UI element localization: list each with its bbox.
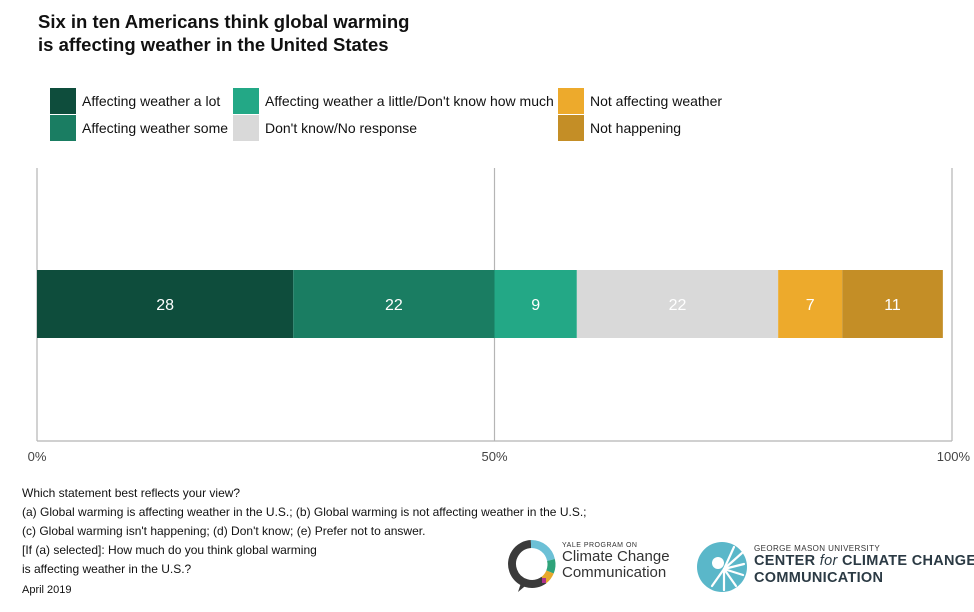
data-label: 9 xyxy=(531,297,540,314)
legend-swatch-affecting-some xyxy=(50,115,76,141)
legend-item-not-happening: Not happening xyxy=(558,115,681,141)
title-line-2: is affecting weather in the United State… xyxy=(38,34,389,55)
yale-small-text: YALE PROGRAM ON xyxy=(562,542,638,549)
title-line-1: Six in ten Americans think global warmin… xyxy=(38,11,410,32)
legend-swatch-dont-know xyxy=(233,115,259,141)
data-label: 28 xyxy=(156,297,174,314)
legend-swatch-not-affecting xyxy=(558,88,584,114)
question-line: (c) Global warming isn't happening; (d) … xyxy=(22,524,426,538)
x-tick-label: 100% xyxy=(937,449,971,464)
yale-speech-bubble-icon xyxy=(508,540,556,592)
stacked-bar-chart: 28 22 9 22 7 11 0% 50% 100% xyxy=(28,168,971,464)
gmu-line-1: CENTER for CLIMATE CHANGE xyxy=(754,553,974,569)
legend-label-affecting-a-little: Affecting weather a little/Don't know ho… xyxy=(265,93,554,109)
legend-item-affecting-a-lot: Affecting weather a lot xyxy=(50,88,220,114)
data-label: 11 xyxy=(884,297,901,314)
legend-swatch-not-happening xyxy=(558,115,584,141)
gmu-small-text: GEORGE MASON UNIVERSITY xyxy=(754,544,881,553)
legend-swatch-affecting-a-little xyxy=(233,88,259,114)
question-line: (a) Global warming is affecting weather … xyxy=(22,505,587,519)
legend-item-affecting-a-little: Affecting weather a little/Don't know ho… xyxy=(233,88,554,114)
gmu-radial-icon xyxy=(697,542,747,592)
legend-label-not-affecting: Not affecting weather xyxy=(590,93,723,109)
x-tick-label: 50% xyxy=(481,449,507,464)
bar-segment xyxy=(293,270,495,338)
survey-date: April 2019 xyxy=(22,584,72,596)
bar-segment xyxy=(778,270,843,338)
bar-segment xyxy=(576,270,779,338)
gmu-center-logo: GEORGE MASON UNIVERSITY CENTER for CLIMA… xyxy=(694,538,974,596)
legend-swatch-affecting-a-lot xyxy=(50,88,76,114)
legend-label-dont-know: Don't know/No response xyxy=(265,120,418,136)
bar-segment xyxy=(37,270,294,338)
yale-line-2: Communication xyxy=(562,564,667,581)
yale-line-1: Climate Change xyxy=(562,548,670,565)
data-label: 22 xyxy=(669,297,687,314)
data-label: 7 xyxy=(806,297,815,314)
question-line: Which statement best reflects your view? xyxy=(22,486,241,500)
legend-item-affecting-some: Affecting weather some xyxy=(50,115,228,141)
legend-label-affecting-a-lot: Affecting weather a lot xyxy=(82,93,221,109)
bar-segment xyxy=(494,270,577,338)
question-line: [If (a) selected]: How much do you think… xyxy=(22,543,317,557)
bar-segment xyxy=(842,270,943,338)
legend-label-not-happening: Not happening xyxy=(590,120,682,136)
legend-item-dont-know: Don't know/No response xyxy=(233,115,417,141)
legend-item-not-affecting: Not affecting weather xyxy=(558,88,722,114)
gmu-line-2: COMMUNICATION xyxy=(754,570,884,586)
survey-question: Which statement best reflects your view?… xyxy=(22,484,587,579)
chart-title: Six in ten Americans think global warmin… xyxy=(38,10,598,56)
question-line: is affecting weather in the U.S.? xyxy=(22,562,192,576)
x-tick-label: 0% xyxy=(28,449,47,464)
data-label: 22 xyxy=(385,297,403,314)
yale-program-logo: YALE PROGRAM ON Climate Change Communica… xyxy=(504,538,684,596)
legend-label-affecting-some: Affecting weather some xyxy=(82,120,229,136)
